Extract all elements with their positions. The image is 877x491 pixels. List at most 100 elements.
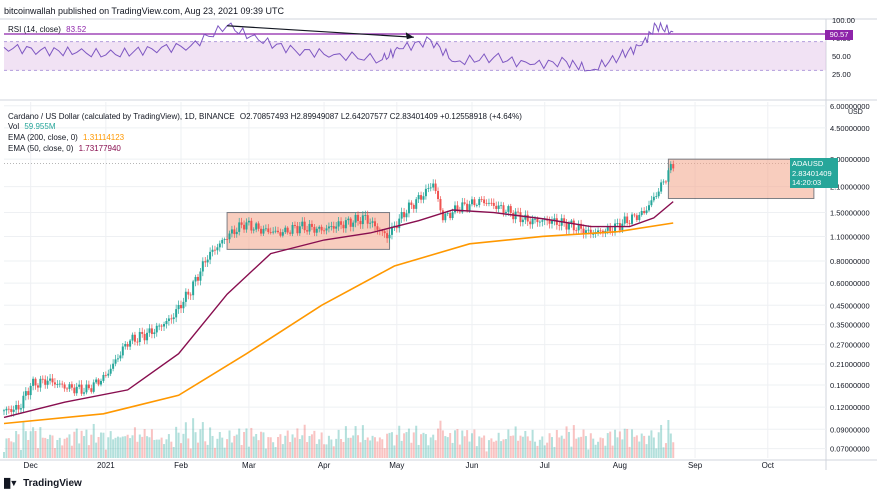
volume-bar (277, 436, 279, 458)
volume-bar (577, 437, 580, 458)
volume-bar (223, 447, 226, 458)
candle-body (279, 232, 282, 236)
price-tick-label: 0.35000000 (830, 321, 870, 330)
candle-body (420, 195, 423, 200)
candle-body (461, 202, 464, 213)
volume-bar (133, 427, 136, 458)
candle-body (95, 379, 98, 383)
candle-body (587, 229, 590, 231)
candle-body (371, 221, 374, 223)
candle-body (398, 218, 401, 229)
candle-body (327, 226, 330, 229)
candle-body (19, 408, 22, 410)
ema50-label: EMA (50, close, 0) (8, 144, 74, 153)
volume-bar (209, 427, 212, 458)
candle-body (196, 276, 199, 281)
candle-body (672, 164, 675, 169)
volume-bar (618, 431, 621, 458)
candle-body (584, 230, 587, 235)
volume-bar (252, 436, 255, 458)
time-tick-label: Sep (688, 461, 703, 470)
candle-body (201, 261, 204, 272)
candle-body (116, 358, 119, 360)
volume-bar (638, 441, 641, 458)
price-tick-label: 2.10000000 (830, 183, 870, 192)
candle-body (257, 223, 260, 229)
volume-bar (407, 428, 410, 458)
volume-bar (301, 435, 304, 458)
volume-bar (555, 429, 558, 458)
candle-body (230, 229, 233, 234)
volume-bar (269, 437, 272, 458)
volume-bar (461, 430, 464, 458)
volume-bar (509, 435, 512, 458)
candle-body (109, 368, 112, 374)
symbol-legend[interactable]: Cardano / US Dollar (calculated by Tradi… (8, 112, 525, 121)
candle-body (15, 404, 18, 410)
candle-body (323, 230, 326, 232)
candle-body (335, 226, 338, 229)
candle-body (146, 332, 149, 341)
volume-bar (669, 433, 672, 458)
candle-body (606, 226, 609, 231)
price-tick-label: 0.09000000 (830, 425, 870, 434)
volume-bar (538, 439, 541, 458)
volume-bar (635, 435, 638, 458)
volume-bar (235, 434, 238, 458)
volume-bar (451, 442, 454, 458)
volume-bar (264, 448, 267, 458)
candle-body (12, 409, 15, 412)
candle-body (551, 220, 553, 224)
volume-label: Vol (8, 122, 20, 131)
volume-bar (483, 435, 486, 458)
ema200-legend: EMA (200, close, 0) 1.31114123 (8, 133, 127, 142)
volume-bar (631, 429, 634, 458)
price-tick-label: 0.12000000 (830, 403, 870, 412)
volume-bar (104, 449, 107, 458)
candle-body (99, 380, 102, 385)
volume-bar (29, 431, 32, 458)
candle-body (415, 199, 418, 209)
candle-body (667, 170, 670, 182)
tradingview-brand[interactable]: █▼ TradingView (4, 478, 82, 489)
volume-bar (446, 437, 449, 458)
volume-bar (167, 434, 170, 458)
volume-bar (17, 434, 20, 458)
candle-body (580, 223, 583, 229)
volume-bar (68, 434, 71, 458)
price-tick-label: 3.00000000 (830, 155, 870, 164)
candle-body (626, 216, 629, 224)
ema200-value: 1.31114123 (83, 133, 125, 142)
candle-body (349, 218, 352, 227)
price-tag-symbol: ADAUSD (790, 158, 838, 169)
volume-bar (449, 433, 452, 458)
candle-body (592, 233, 595, 235)
publisher-credit: bitcoinwallah published on TradingView.c… (4, 6, 285, 16)
candle-body (3, 410, 5, 412)
volume-bar (570, 446, 573, 458)
volume-bar (34, 430, 37, 458)
volume-bar (286, 430, 289, 458)
volume-value: 59.955M (24, 122, 56, 131)
candle-body (44, 379, 47, 385)
candle-body (114, 359, 117, 364)
candle-body (475, 205, 478, 206)
volume-bar (238, 428, 241, 458)
candle-body (148, 328, 151, 333)
volume-bar (589, 433, 592, 458)
candle-body (660, 182, 663, 192)
volume-bar (216, 438, 219, 458)
rsi-current-tag: 90.57 (825, 30, 853, 40)
candle-body (534, 218, 537, 220)
time-tick-label: Apr (318, 461, 331, 470)
candle-body (558, 224, 561, 226)
volume-bar (500, 441, 503, 458)
volume-bar (310, 434, 313, 458)
candle-body (320, 226, 323, 231)
volume-bar (163, 444, 166, 458)
volume-bar (121, 436, 124, 458)
candle-body (330, 226, 333, 227)
volume-bar (46, 439, 49, 458)
volume-bar (49, 434, 52, 458)
